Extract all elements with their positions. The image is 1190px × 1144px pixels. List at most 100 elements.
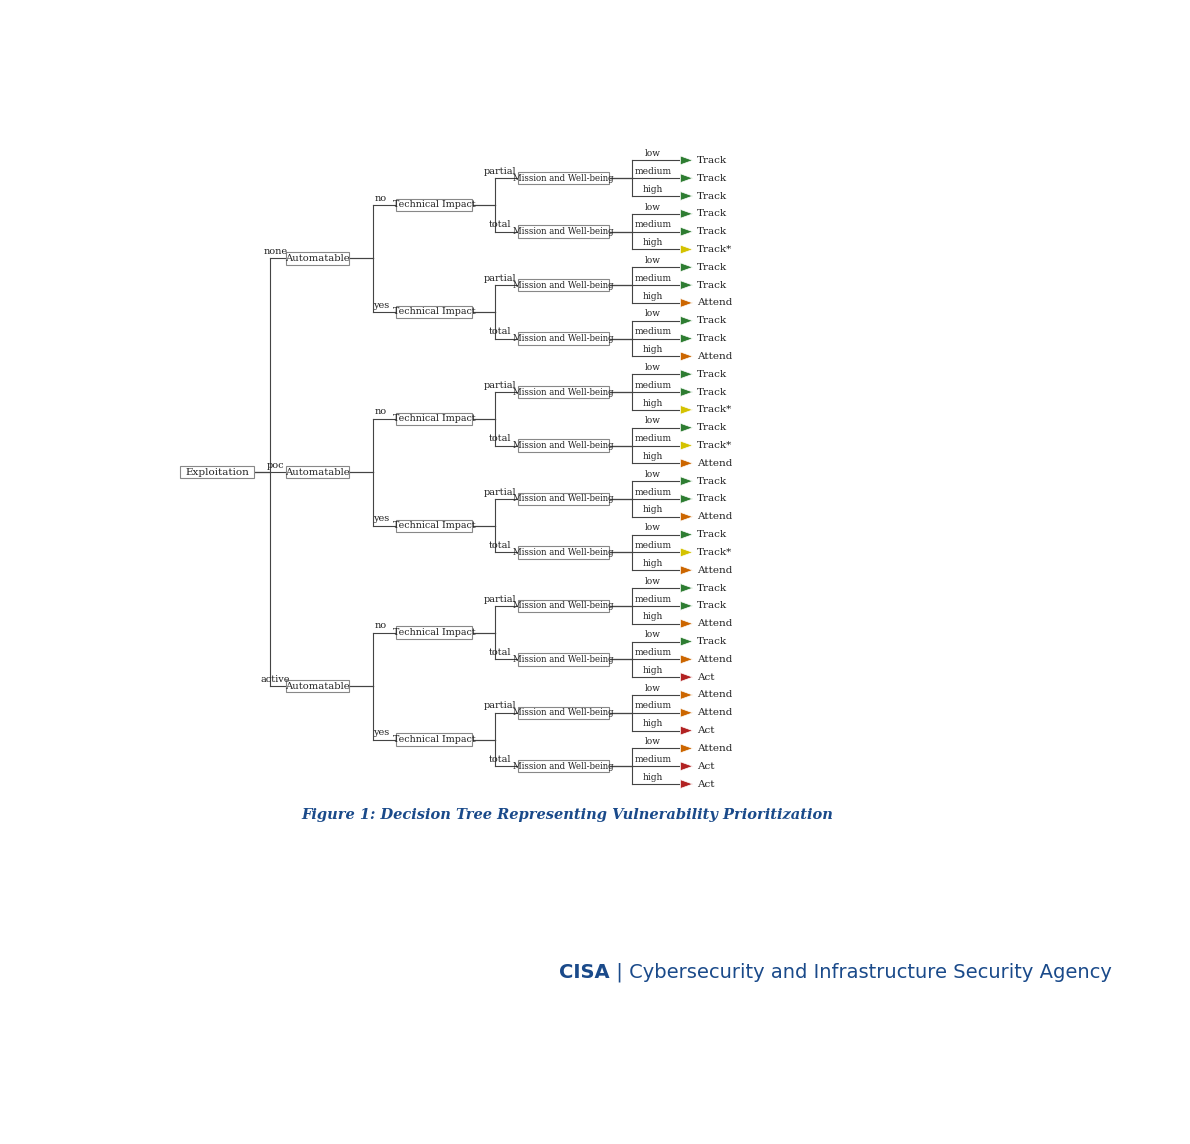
Polygon shape [681, 654, 693, 664]
Polygon shape [681, 513, 693, 522]
Polygon shape [681, 673, 693, 682]
Text: medium: medium [634, 435, 672, 443]
Polygon shape [681, 191, 693, 200]
Text: low: low [645, 470, 662, 479]
Text: Figure 1: Decision Tree Representing Vulnerability Prioritization: Figure 1: Decision Tree Representing Vul… [301, 808, 833, 821]
Text: Attend: Attend [696, 352, 732, 360]
Polygon shape [681, 334, 693, 343]
Text: total: total [489, 755, 512, 764]
FancyBboxPatch shape [396, 519, 472, 532]
FancyBboxPatch shape [518, 439, 609, 452]
Text: Mission and Well-being: Mission and Well-being [513, 280, 614, 289]
Text: Technical Impact: Technical Impact [393, 414, 475, 423]
Text: Track: Track [696, 316, 727, 325]
Text: Mission and Well-being: Mission and Well-being [513, 548, 614, 557]
Text: medium: medium [634, 381, 672, 390]
Text: Act: Act [696, 779, 714, 788]
Text: Automatable: Automatable [286, 682, 350, 691]
Text: high: high [643, 612, 664, 621]
Text: partial: partial [484, 273, 516, 283]
Text: Attend: Attend [696, 654, 732, 664]
Text: partial: partial [484, 487, 516, 496]
FancyBboxPatch shape [396, 733, 472, 746]
FancyBboxPatch shape [396, 199, 472, 212]
Text: medium: medium [634, 648, 672, 657]
FancyBboxPatch shape [396, 305, 472, 318]
Polygon shape [681, 156, 693, 165]
Polygon shape [681, 566, 693, 574]
Text: partial: partial [484, 595, 516, 604]
FancyBboxPatch shape [286, 680, 350, 692]
Text: | Cybersecurity and Infrastructure Security Agency: | Cybersecurity and Infrastructure Secur… [610, 963, 1111, 983]
Text: Technical Impact: Technical Impact [393, 200, 475, 209]
Text: Track: Track [696, 583, 727, 593]
FancyBboxPatch shape [518, 386, 609, 398]
Polygon shape [681, 442, 693, 450]
Polygon shape [681, 494, 693, 503]
Text: low: low [645, 149, 662, 158]
Text: Track: Track [696, 602, 727, 611]
Text: Track: Track [696, 280, 727, 289]
Polygon shape [681, 209, 693, 219]
FancyBboxPatch shape [396, 413, 472, 424]
Polygon shape [681, 388, 693, 397]
Text: low: low [645, 363, 662, 372]
Text: medium: medium [634, 167, 672, 176]
Text: Mission and Well-being: Mission and Well-being [513, 602, 614, 611]
Polygon shape [681, 780, 693, 788]
Text: Track*: Track* [696, 440, 732, 450]
Polygon shape [681, 619, 693, 628]
Text: high: high [643, 452, 664, 461]
FancyBboxPatch shape [396, 627, 472, 638]
FancyBboxPatch shape [518, 225, 609, 238]
Polygon shape [681, 299, 693, 308]
Polygon shape [681, 459, 693, 468]
Text: Track: Track [696, 334, 727, 343]
Text: medium: medium [634, 487, 672, 496]
Polygon shape [681, 602, 693, 610]
Polygon shape [681, 726, 693, 736]
Text: Attend: Attend [696, 619, 732, 628]
Text: total: total [489, 648, 512, 657]
Text: Mission and Well-being: Mission and Well-being [513, 654, 614, 664]
Text: Exploitation: Exploitation [184, 468, 249, 477]
Text: medium: medium [634, 595, 672, 604]
FancyBboxPatch shape [518, 493, 609, 506]
Text: high: high [643, 238, 664, 247]
Text: high: high [643, 772, 664, 781]
Text: Mission and Well-being: Mission and Well-being [513, 388, 614, 397]
Text: Track*: Track* [696, 548, 732, 557]
Polygon shape [681, 370, 693, 379]
Polygon shape [681, 280, 693, 289]
Text: medium: medium [634, 221, 672, 229]
Text: Track: Track [696, 191, 727, 200]
Text: Track: Track [696, 477, 727, 486]
Text: medium: medium [634, 701, 672, 710]
Text: low: low [645, 577, 662, 586]
Text: Attend: Attend [696, 744, 732, 753]
Text: high: high [643, 184, 664, 193]
Text: medium: medium [634, 755, 672, 764]
Text: Track: Track [696, 370, 727, 379]
Text: Mission and Well-being: Mission and Well-being [513, 494, 614, 503]
Text: medium: medium [634, 273, 672, 283]
Text: no: no [375, 621, 387, 630]
Polygon shape [681, 352, 693, 360]
Text: CISA: CISA [559, 963, 610, 983]
Text: no: no [375, 193, 387, 202]
Text: partial: partial [484, 381, 516, 390]
Text: Track: Track [696, 209, 727, 219]
Text: total: total [489, 327, 512, 336]
Text: Attend: Attend [696, 691, 732, 699]
Polygon shape [681, 263, 693, 272]
Text: Track: Track [696, 423, 727, 432]
Text: low: low [645, 737, 662, 746]
Polygon shape [681, 762, 693, 771]
Text: Attend: Attend [696, 459, 732, 468]
Text: Mission and Well-being: Mission and Well-being [513, 762, 614, 771]
Text: medium: medium [634, 327, 672, 336]
Text: Technical Impact: Technical Impact [393, 522, 475, 530]
Polygon shape [681, 245, 693, 254]
Text: total: total [489, 435, 512, 443]
Text: Track*: Track* [696, 245, 732, 254]
